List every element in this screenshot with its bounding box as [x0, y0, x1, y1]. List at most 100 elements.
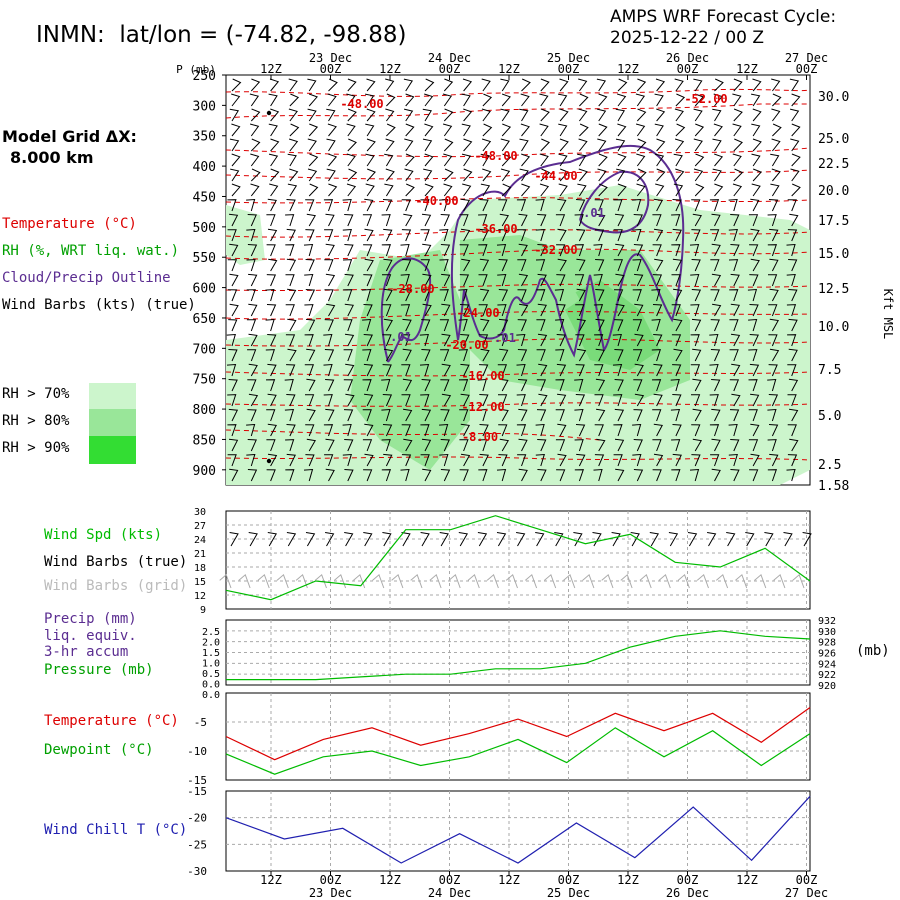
wind-barb-705: [516, 424, 527, 437]
wind-barb-371: [439, 259, 449, 272]
wind-barb-767: [557, 453, 567, 467]
wind-barb-71: [443, 108, 454, 122]
main-top-tick-label-2: 12Z: [379, 62, 401, 76]
wind-barb-770: [613, 454, 623, 467]
wind-barb-210: [231, 183, 241, 197]
wind-barb-173: [673, 153, 683, 167]
wind-barb-423: [287, 288, 297, 302]
wind-barb-788: [381, 469, 392, 482]
wind-barb-473: [671, 304, 681, 317]
wind-barb-502: [651, 318, 661, 332]
wind-barb-476: [730, 303, 740, 317]
wind-barb-106: [539, 123, 549, 137]
wind-barb-78: [578, 108, 588, 122]
wind-barb-240: [227, 199, 237, 212]
legend-precip-liq: liq. equiv.: [44, 628, 137, 644]
wind-barb-675: [518, 408, 528, 422]
wind-barb-537: [749, 334, 759, 347]
temp-contour-label-8: -24.00: [456, 306, 499, 320]
grid-barb-25: [696, 573, 709, 589]
wind-barb-468: [575, 304, 585, 317]
precip-y-tick-4: 0.5: [202, 669, 220, 680]
wind-barb-671: [440, 409, 450, 422]
wind-barb-81: [636, 108, 647, 122]
wind-barb-773: [672, 453, 682, 467]
wind-barb-279: [403, 213, 413, 227]
wind-barb-338: [381, 244, 392, 257]
wind-barb-11: [443, 78, 454, 92]
wind-barb-200: [616, 168, 626, 182]
wind-barb-719: [787, 424, 797, 437]
wind-barb-708: [575, 424, 586, 437]
wind-barb-39: [405, 93, 415, 107]
wind-barb-449: [788, 289, 798, 302]
wind-barb-478: [768, 304, 778, 317]
wind-barb-172: [654, 153, 665, 167]
wind-barb-289: [596, 213, 606, 227]
wind-barb-391: [248, 273, 258, 287]
wind-barb-214: [308, 183, 319, 197]
wind-barb-424: [305, 289, 316, 302]
wind-barb-462: [459, 304, 470, 317]
wind-barb-16: [540, 78, 550, 92]
wind-barb-342: [459, 244, 469, 257]
wind-barb-412: [652, 274, 663, 287]
wind-barb-466: [537, 303, 547, 317]
wind-barb-110: [617, 123, 627, 137]
wind-barb-622: [651, 379, 662, 392]
main-top-date-2: 25 Dec: [547, 51, 590, 65]
wind-barb-57: [751, 93, 761, 107]
wind-barb-25: [714, 78, 724, 92]
wind-barb-430: [420, 289, 431, 302]
wind-barb-554: [499, 348, 509, 362]
station-marker-top: [266, 110, 272, 116]
wind-barb-426: [343, 289, 353, 302]
temp-contour-line-3: [225, 169, 811, 180]
wind-barb-693: [286, 424, 296, 437]
wind-barb-731: [440, 439, 450, 452]
wind-barb-143: [674, 138, 685, 152]
wind-barb-464: [497, 304, 507, 317]
wind-barb-490: [421, 319, 431, 332]
wind-speed-y-tick-7: 9: [200, 605, 206, 616]
wind-barb-688: [767, 408, 777, 422]
wind-barb-276: [344, 214, 354, 227]
rh-swatch-90: [89, 436, 136, 464]
wind-barb-350: [615, 243, 625, 257]
wind-barb-556: [536, 349, 546, 362]
bottom-tick-label-9: 00Z: [796, 873, 818, 887]
wind-barb-488: [383, 318, 393, 332]
wind-barb-463: [478, 304, 488, 317]
wind-barb-603: [284, 378, 294, 392]
wind-barb-12: [462, 78, 473, 92]
wind-barb-640: [420, 394, 430, 407]
wind-barb-433: [480, 288, 490, 302]
wind-barb-52: [654, 93, 664, 107]
wind-barb-253: [479, 199, 489, 212]
wind-barb-352: [652, 244, 662, 257]
wind-chill-panel: -15 -20 -25 -30 12Z 00Z 12Z 00Z 12Z 00Z 12Z 00Z 12Z 0…: [187, 785, 828, 900]
wind-barb-751: [246, 453, 256, 467]
wind-barb-474: [690, 304, 700, 317]
wind-barb-775: [710, 454, 720, 467]
true-barb-25: [707, 532, 717, 547]
wind-barb-3: [288, 78, 298, 92]
wind-barb-589: [594, 364, 604, 377]
wind-barb-277: [362, 214, 373, 227]
wind-barb-725: [325, 438, 335, 452]
wind-barb-580: [419, 363, 430, 377]
wind-barb-619: [595, 378, 606, 392]
wind-barb-661: [247, 409, 257, 422]
wind-barb-297: [748, 214, 759, 227]
bottom-date-2: 25 Dec: [547, 886, 590, 900]
wind-barb-764: [498, 454, 508, 467]
wind-barb-459: [400, 304, 411, 317]
wind-barb-188: [385, 168, 395, 182]
wind-barb-15: [521, 78, 531, 92]
cloud-outline-label-1: .01: [494, 331, 516, 345]
grid-barb-13: [467, 573, 480, 589]
wind-barb-86: [733, 108, 743, 122]
wind-barb-701: [439, 423, 449, 437]
